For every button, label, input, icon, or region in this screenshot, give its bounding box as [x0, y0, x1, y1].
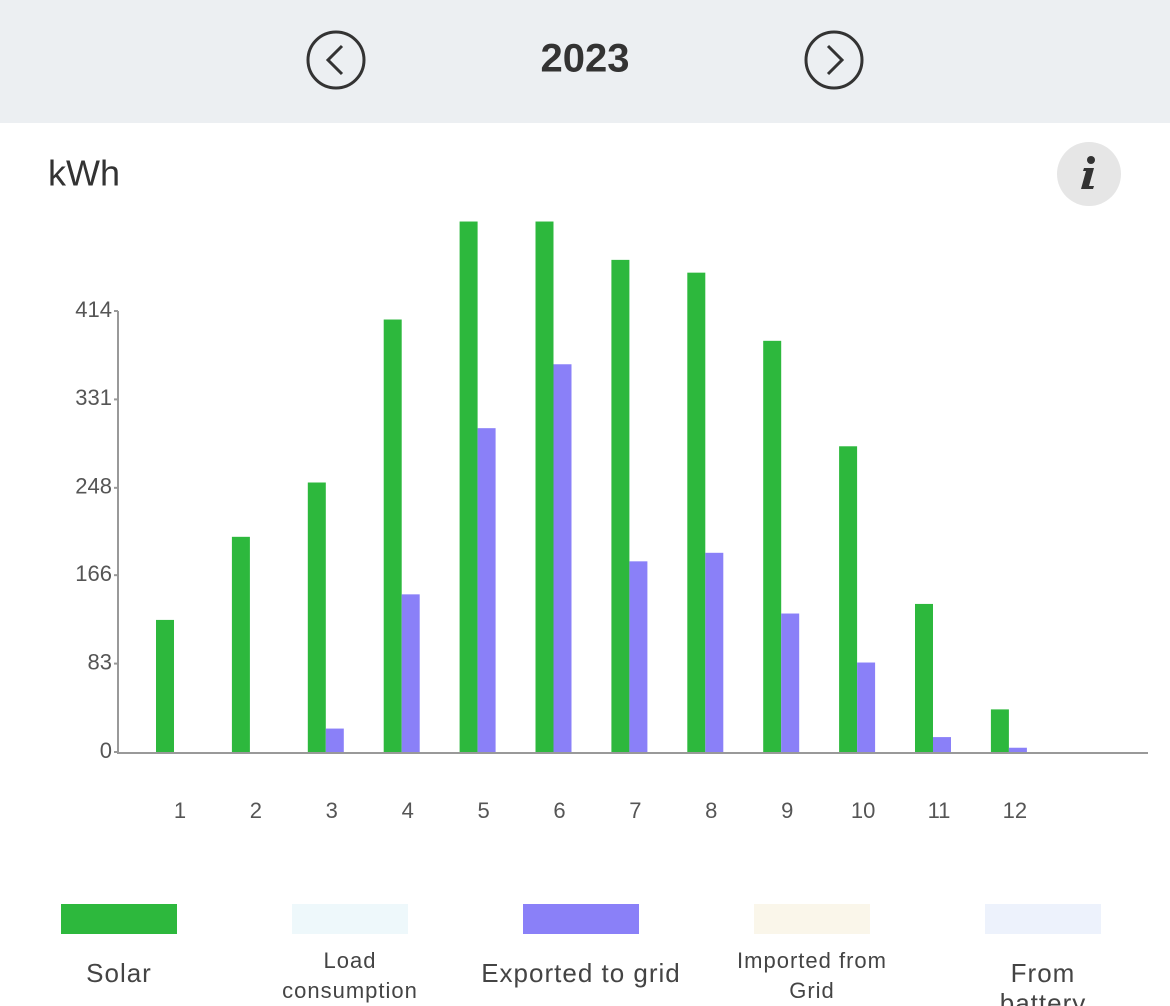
y-tick-label: 248: [75, 474, 112, 499]
info-button[interactable]: [1057, 142, 1121, 206]
bar: [459, 221, 478, 753]
bar: [990, 709, 1009, 752]
x-tick-label: 1: [174, 798, 186, 823]
legend-label: Load consumption: [282, 948, 418, 1003]
bar: [857, 662, 876, 752]
y-tick-label: 414: [75, 297, 112, 322]
bar: [401, 594, 420, 752]
x-tick-label: 5: [477, 798, 489, 823]
bar: [915, 603, 933, 752]
legend-swatch: [61, 904, 177, 934]
x-tick-label: 9: [781, 798, 793, 823]
bar: [839, 446, 858, 752]
x-tick-label: 2: [250, 798, 262, 823]
bar: [763, 340, 782, 752]
x-tick-label: 12: [1003, 798, 1027, 823]
bar: [705, 552, 724, 752]
bar: [383, 319, 402, 752]
x-tick-label: 4: [402, 798, 414, 823]
bar: [535, 221, 554, 753]
y-tick-label: 83: [88, 649, 112, 674]
bar: [629, 561, 648, 752]
x-tick-label: 7: [629, 798, 641, 823]
prev-button[interactable]: [306, 30, 366, 90]
bar: [156, 619, 174, 752]
x-tick-label: 10: [851, 798, 875, 823]
y-tick-label: 166: [75, 561, 112, 586]
legend-label: Exported to grid: [481, 958, 681, 988]
next-button[interactable]: [804, 30, 864, 90]
legend-label: Solar: [86, 958, 152, 988]
y-tick-label: 331: [75, 385, 112, 410]
unit-label: kWh: [48, 153, 120, 194]
legend-swatch: [523, 904, 639, 934]
bar: [325, 728, 344, 752]
x-tick-label: 3: [326, 798, 338, 823]
y-tick-label: 0: [100, 738, 112, 763]
bar: [1008, 747, 1027, 752]
header-bar: [0, 0, 1170, 123]
bar: [781, 613, 800, 752]
bar: [477, 428, 496, 752]
legend-swatch: [985, 904, 1101, 934]
legend-label: From battery: [999, 958, 1087, 1006]
bar: [553, 364, 572, 752]
bar: [687, 272, 706, 752]
year: 2023: [541, 37, 630, 81]
bar: [231, 536, 250, 752]
x-tick-label: 8: [705, 798, 717, 823]
legend-swatch: [754, 904, 870, 934]
x-tick-label: 11: [928, 798, 951, 823]
legend-swatch: [292, 904, 408, 934]
bar: [933, 737, 951, 752]
legend-label: Imported from Grid: [737, 948, 887, 1003]
bar: [307, 482, 326, 752]
x-tick-label: 6: [553, 798, 565, 823]
bar: [611, 259, 630, 752]
